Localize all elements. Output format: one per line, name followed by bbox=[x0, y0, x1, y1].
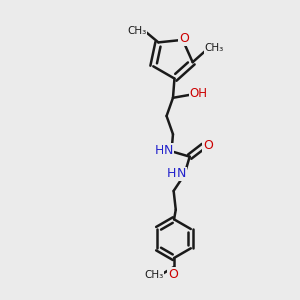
Text: H: H bbox=[154, 144, 164, 157]
Text: O: O bbox=[203, 139, 213, 152]
Text: N: N bbox=[164, 144, 173, 157]
Text: CH₃: CH₃ bbox=[205, 43, 224, 53]
Text: H: H bbox=[167, 167, 176, 181]
Text: N: N bbox=[177, 167, 186, 181]
Text: O: O bbox=[168, 268, 178, 281]
Text: O: O bbox=[179, 32, 189, 45]
Text: CH₃: CH₃ bbox=[127, 26, 147, 35]
Text: CH₃: CH₃ bbox=[145, 270, 164, 280]
Text: OH: OH bbox=[190, 87, 208, 100]
